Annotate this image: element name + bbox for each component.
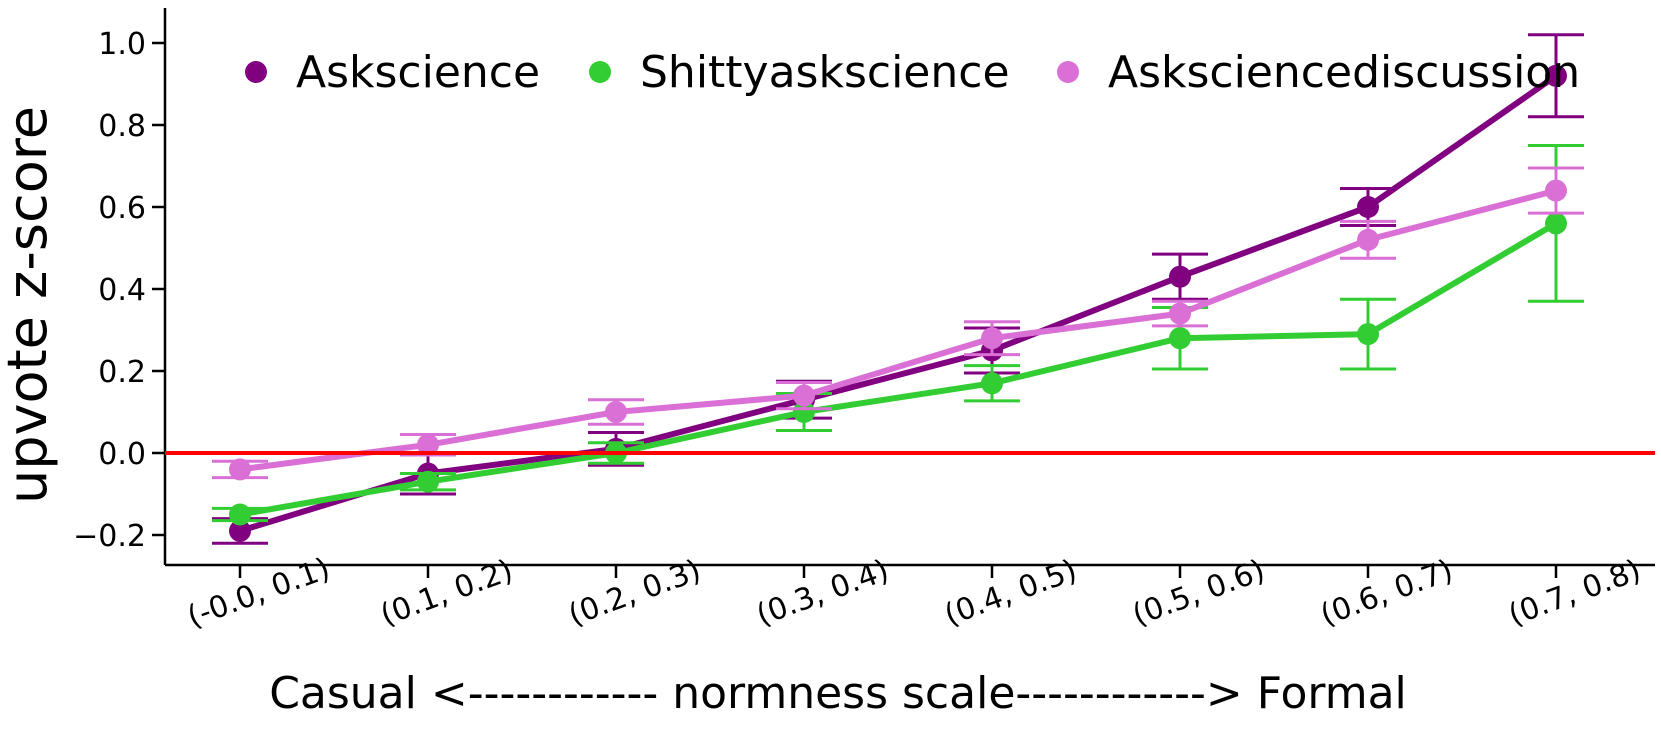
y-tick-label: 1.0 <box>98 27 146 62</box>
series-shittyaskscience <box>212 144 1584 526</box>
y-axis-title: upvote z-score <box>0 106 59 504</box>
data-point-marker <box>1357 228 1379 251</box>
data-point-marker <box>1357 323 1379 346</box>
y-tick-label: 0.0 <box>98 437 146 472</box>
legend-item-asksciencediscussion: Asksciencediscussion <box>1057 47 1580 98</box>
data-point-marker <box>1545 64 1567 87</box>
data-point-marker <box>605 401 627 423</box>
data-point-marker <box>793 401 815 423</box>
legend: Askscience Shittyaskscience Asksciencedisc… <box>245 47 1580 98</box>
data-point-marker <box>981 327 1003 350</box>
y-tick-label: 0.4 <box>98 273 146 308</box>
y-tick-label: 0.8 <box>98 109 146 144</box>
data-point-marker <box>793 384 815 407</box>
legend-label: Asksciencediscussion <box>1108 47 1580 98</box>
legend-item-shittyaskscience: Shittyaskscience <box>589 47 1010 98</box>
data-point-marker <box>1545 179 1567 202</box>
x-axis-title: Casual <------------ normness scale-----… <box>269 668 1407 719</box>
data-point-marker <box>417 470 439 493</box>
data-point-marker <box>1169 265 1191 288</box>
y-tick-label: −0.2 <box>73 519 146 554</box>
data-point-marker <box>417 433 439 456</box>
data-point-marker <box>229 519 251 542</box>
data-point-marker <box>229 458 251 481</box>
y-tick-label: 0.2 <box>98 355 146 390</box>
series-asksciencediscussion <box>212 166 1584 481</box>
legend-dot-icon <box>589 61 611 83</box>
y-tick-label: 0.6 <box>98 191 146 226</box>
legend-label: Askscience <box>296 47 540 98</box>
series-line <box>237 220 1559 518</box>
data-point-marker <box>1357 196 1379 218</box>
legend-item-askscience: Askscience <box>245 47 540 98</box>
data-point-marker <box>229 503 251 526</box>
data-point-marker <box>1545 212 1567 235</box>
data-point-marker <box>1169 327 1191 350</box>
series-line <box>237 72 1559 534</box>
data-point-marker <box>1169 302 1191 325</box>
series-line <box>237 187 1559 473</box>
legend-dot-icon <box>1057 61 1079 83</box>
legend-label: Shittyaskscience <box>640 47 1010 98</box>
data-point-marker <box>981 372 1003 395</box>
legend-dot-icon <box>245 61 267 83</box>
